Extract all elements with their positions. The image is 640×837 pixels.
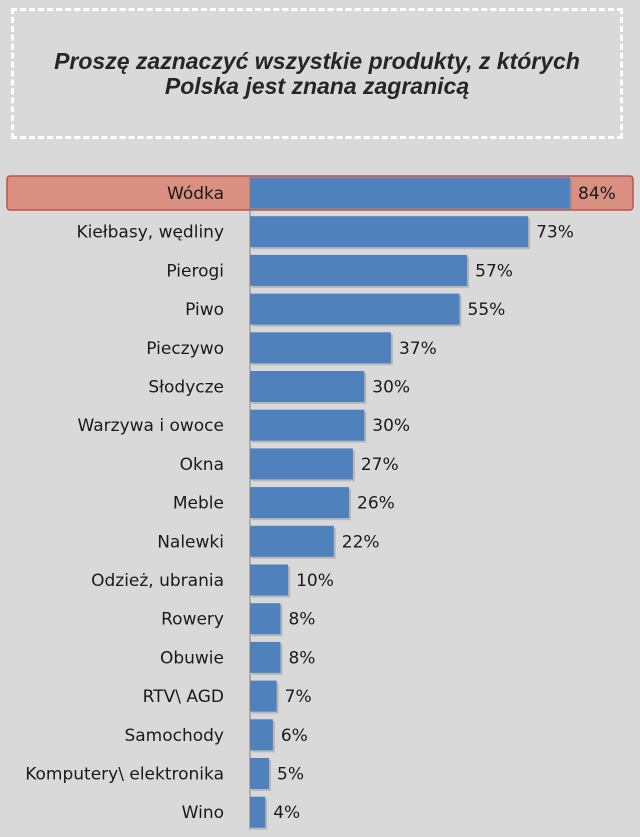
value-label-samochody: 6% [281, 726, 308, 746]
value-label-obuwie: 8% [288, 648, 315, 668]
category-label-nalewki: Nalewki [157, 532, 224, 552]
category-label-wodka: Wódka [167, 184, 224, 204]
category-label-okna: Okna [180, 455, 224, 475]
category-label-meble: Meble [173, 494, 224, 514]
value-label-warzywa-i-owoce: 30% [372, 416, 410, 436]
category-label-wino: Wino [182, 803, 224, 823]
category-label-rtv-agd: RTV\ AGD [143, 687, 224, 707]
bar-pierogi [250, 254, 468, 286]
bar-okna [250, 448, 353, 480]
category-label-komputery-elektronika: Komputery\ elektronika [25, 765, 224, 785]
value-label-nalewki: 22% [342, 532, 380, 552]
value-label-rtv-agd: 7% [285, 687, 312, 707]
bar-s-odycze [250, 371, 365, 402]
category-label-kie-basy-wedliny: Kiełbasy, wędliny [76, 223, 224, 243]
bar-komputery-elektronika [250, 758, 270, 789]
bar-piwo [250, 293, 460, 325]
bar-meble [250, 487, 350, 519]
category-label-obuwie: Obuwie [160, 648, 224, 668]
category-label-rowery: Rowery [161, 610, 224, 630]
value-label-wino: 4% [273, 803, 300, 823]
bar-rowery [250, 603, 281, 635]
bar-samochody [250, 719, 273, 751]
bar-nalewki [250, 525, 334, 557]
category-label-s-odycze: Słodycze [148, 378, 224, 398]
value-label-pieczywo: 37% [399, 339, 437, 359]
value-label-odziez-ubrania: 10% [296, 571, 334, 591]
bar-kie-basy-wedliny [250, 216, 529, 248]
bar-wino [250, 796, 266, 828]
value-label-komputery-elektronika: 5% [277, 765, 304, 785]
chart-title: Proszę zaznaczyć wszystkie produkty, z k… [54, 47, 580, 99]
bar-warzywa-i-owoce [250, 409, 365, 441]
value-label-wodka: 84% [578, 184, 616, 204]
title-box: Proszę zaznaczyć wszystkie produkty, z k… [11, 8, 623, 139]
bar-rtv-agd [250, 680, 277, 712]
category-label-piwo: Piwo [185, 300, 224, 320]
value-label-rowery: 8% [288, 610, 315, 630]
category-label-pierogi: Pierogi [166, 261, 224, 281]
category-label-samochody: Samochody [124, 726, 224, 746]
category-label-warzywa-i-owoce: Warzywa i owoce [78, 416, 224, 436]
value-label-okna: 27% [361, 455, 399, 475]
value-label-pierogi: 57% [475, 261, 513, 281]
value-label-piwo: 55% [468, 300, 506, 320]
value-label-s-odycze: 30% [372, 378, 410, 398]
value-label-kie-basy-wedliny: 73% [536, 223, 574, 243]
bar-odziez-ubrania [250, 564, 289, 596]
category-label-pieczywo: Pieczywo [146, 339, 224, 359]
bar-obuwie [250, 641, 281, 673]
bar-wodka [250, 177, 570, 209]
bar-pieczywo [250, 332, 391, 364]
value-label-meble: 26% [357, 494, 395, 514]
category-label-odziez-ubrania: Odzież, ubrania [91, 571, 224, 591]
